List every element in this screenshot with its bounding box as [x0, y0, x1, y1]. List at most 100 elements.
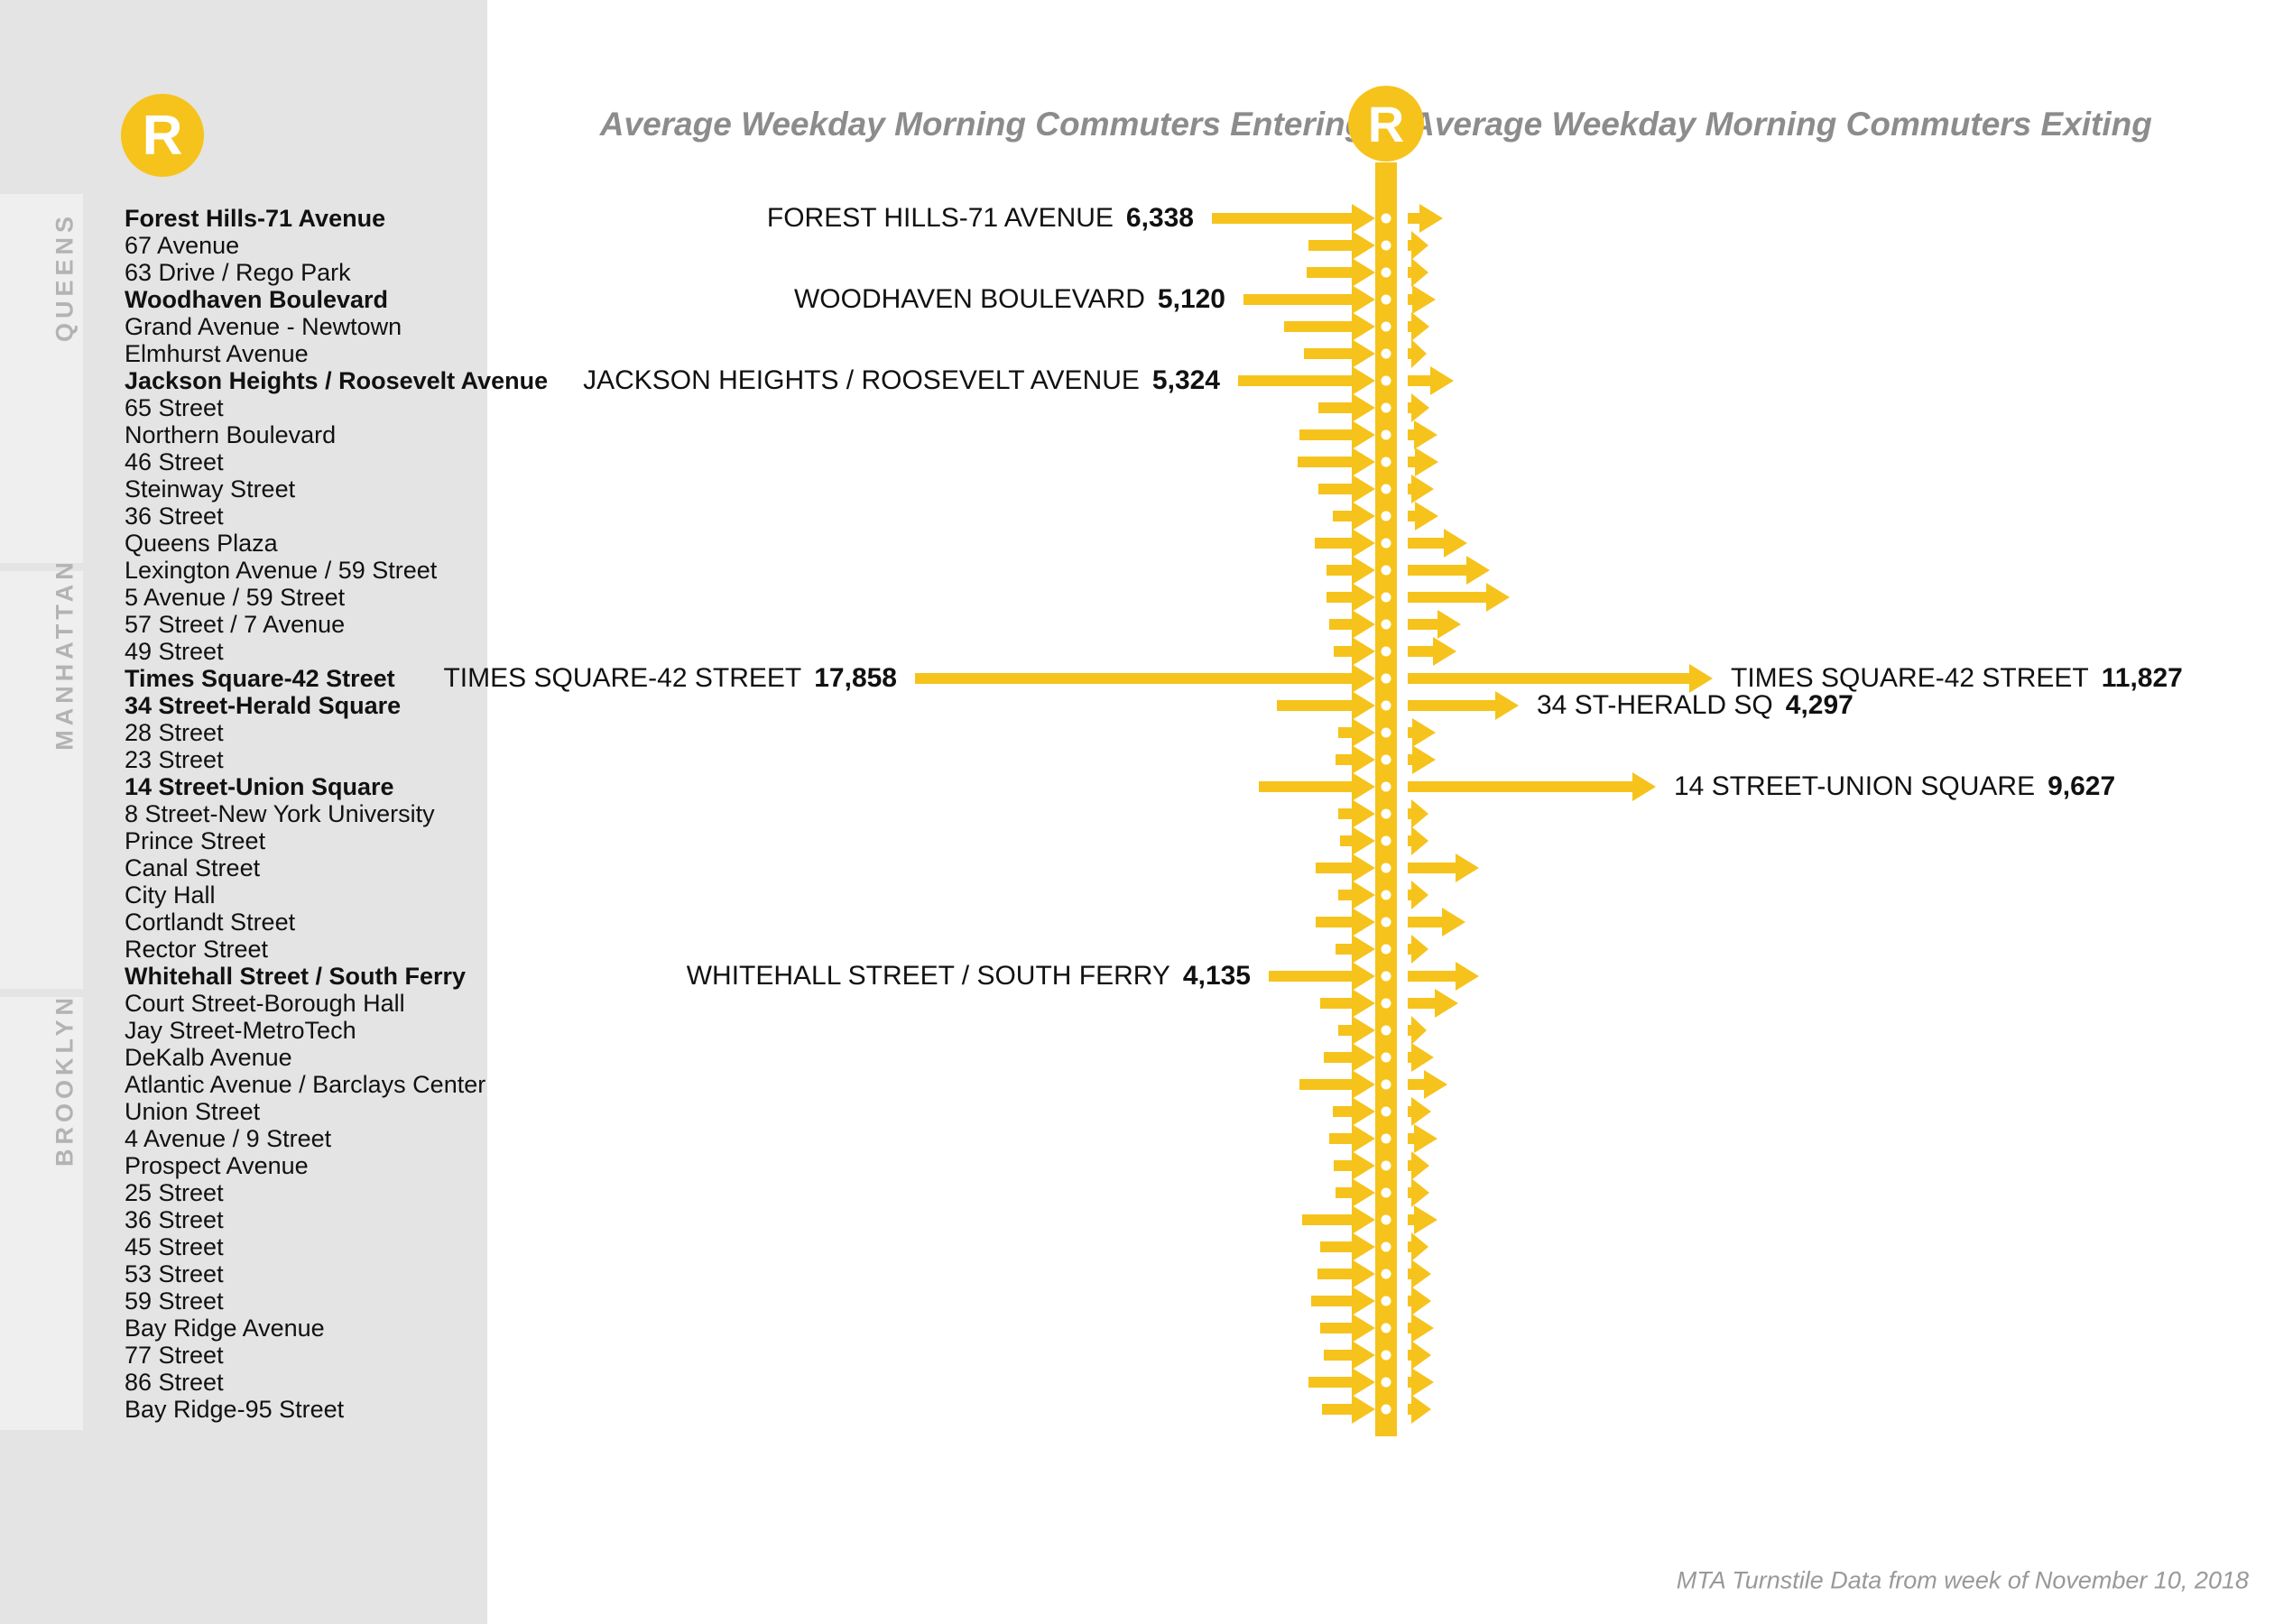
arrow-shaft	[1329, 619, 1354, 630]
arrow-head	[1433, 637, 1456, 666]
sidebar-station-item: Prince Street	[125, 827, 266, 854]
entering-arrow	[1326, 556, 1375, 585]
arrow-shaft	[1408, 348, 1413, 359]
sidebar-station-item: 36 Street	[125, 1206, 224, 1233]
exiting-arrow	[1408, 366, 1454, 395]
entering-arrow	[1304, 339, 1375, 368]
station-name-text: WOODHAVEN BOULEVARD	[793, 284, 1145, 314]
arrow-head	[1411, 393, 1429, 422]
arrow-shaft	[1408, 863, 1457, 873]
arrow-shaft	[1408, 1296, 1413, 1306]
entering-arrow	[1302, 1205, 1375, 1234]
arrow-shaft	[1302, 1214, 1354, 1225]
station-dot	[1381, 1025, 1391, 1036]
station-dot	[1381, 1079, 1391, 1090]
sidebar-station-item: Woodhaven Boulevard	[125, 286, 389, 313]
exiting-arrow	[1408, 1070, 1447, 1099]
arrow-shaft	[1304, 348, 1354, 359]
entering-arrow	[1320, 989, 1375, 1018]
station-dot	[1381, 375, 1391, 386]
entering-arrow	[1324, 1341, 1375, 1370]
station-dot	[1381, 727, 1391, 738]
entering-arrow	[1269, 962, 1375, 991]
arrow-shaft	[1408, 1323, 1413, 1333]
arrow-head	[1352, 1124, 1375, 1153]
commuter-count: 17,858	[814, 663, 897, 693]
sidebar-station-item: Grand Avenue - Newtown	[125, 313, 402, 340]
sidebar-station-item: 57 Street / 7 Avenue	[125, 611, 346, 638]
arrow-shaft	[1307, 267, 1354, 278]
station-dot	[1381, 1133, 1391, 1144]
entering-arrow	[1308, 1368, 1375, 1397]
borough-strip-manhattan	[0, 571, 83, 989]
arrow-shaft	[1408, 619, 1439, 630]
arrow-shaft	[1408, 1133, 1416, 1144]
arrow-head	[1352, 962, 1375, 991]
entering-arrow	[1298, 448, 1375, 476]
sidebar-station-item: Bay Ridge-95 Street	[125, 1396, 345, 1423]
arrow-shaft	[1408, 375, 1432, 386]
sidebar-station-item: Elmhurst Avenue	[125, 340, 309, 367]
sidebar-station-item: 63 Drive / Rego Park	[125, 259, 351, 286]
entering-station-label: JACKSON HEIGHTS / ROOSEVELT AVENUE 5,324	[583, 366, 1220, 395]
arrow-head	[1352, 556, 1375, 585]
exiting-arrow	[1408, 1341, 1431, 1370]
exiting-arrow	[1408, 475, 1434, 503]
exiting-arrow	[1408, 745, 1436, 774]
arrow-shaft	[1259, 781, 1354, 792]
sidebar-station-item: 5 Avenue / 59 Street	[125, 584, 346, 611]
arrow-head	[1411, 1341, 1431, 1370]
station-dot	[1381, 1106, 1391, 1117]
entering-arrow	[1299, 420, 1375, 449]
arrow-head	[1419, 204, 1443, 233]
station-dot	[1381, 484, 1391, 494]
arrow-head	[1352, 1205, 1375, 1234]
arrow-head	[1415, 448, 1438, 476]
arrow-shaft	[1408, 457, 1417, 467]
arrow-head	[1411, 881, 1428, 909]
station-dot	[1381, 890, 1391, 900]
station-dot	[1381, 592, 1391, 603]
arrow-head	[1352, 448, 1375, 476]
arrow-head	[1412, 285, 1436, 314]
arrow-shaft	[1408, 1404, 1413, 1415]
exiting-arrow	[1408, 989, 1458, 1018]
entering-arrow	[1299, 1070, 1375, 1099]
entering-arrow	[1333, 1097, 1375, 1126]
arrow-shaft	[1334, 646, 1354, 657]
arrow-shaft	[1408, 565, 1468, 576]
arrow-head	[1352, 1314, 1375, 1343]
sidebar-station-item: Whitehall Street / South Ferry	[125, 963, 467, 990]
sidebar-station-item: Jay Street-MetroTech	[125, 1017, 356, 1044]
arrow-head	[1352, 745, 1375, 774]
sidebar-station-item: 45 Street	[125, 1233, 224, 1260]
arrow-shaft	[1318, 402, 1354, 413]
station-dot	[1381, 944, 1391, 955]
exiting-arrow	[1408, 718, 1436, 747]
entering-arrow	[1311, 1287, 1375, 1315]
sidebar-station-item: 67 Avenue	[125, 232, 240, 259]
title-exiting: Average Weekday Morning Commuters Exitin…	[1410, 106, 2152, 143]
exiting-arrow	[1408, 935, 1428, 964]
arrow-shaft	[1408, 646, 1435, 657]
station-dot	[1381, 998, 1391, 1009]
arrow-shaft	[1408, 890, 1413, 900]
entering-arrow	[1316, 854, 1375, 882]
sidebar-station-item: 14 Street-Union Square	[125, 773, 394, 800]
entering-arrow	[1277, 691, 1375, 720]
arrow-shaft	[1408, 808, 1413, 819]
station-dot	[1381, 321, 1391, 332]
entering-arrow	[915, 664, 1375, 693]
arrow-shaft	[1408, 240, 1413, 251]
arrow-head	[1352, 826, 1375, 855]
arrow-shaft	[1277, 700, 1354, 711]
arrow-head	[1411, 258, 1428, 287]
arrow-head	[1411, 1287, 1431, 1315]
borough-strip-brooklyn	[0, 997, 83, 1430]
arrow-head	[1411, 826, 1428, 855]
arrow-head	[1352, 529, 1375, 558]
sidebar-station-item: 49 Street	[125, 638, 224, 665]
arrow-shaft	[1408, 402, 1413, 413]
exiting-arrow	[1408, 637, 1456, 666]
exiting-arrow	[1408, 908, 1465, 937]
